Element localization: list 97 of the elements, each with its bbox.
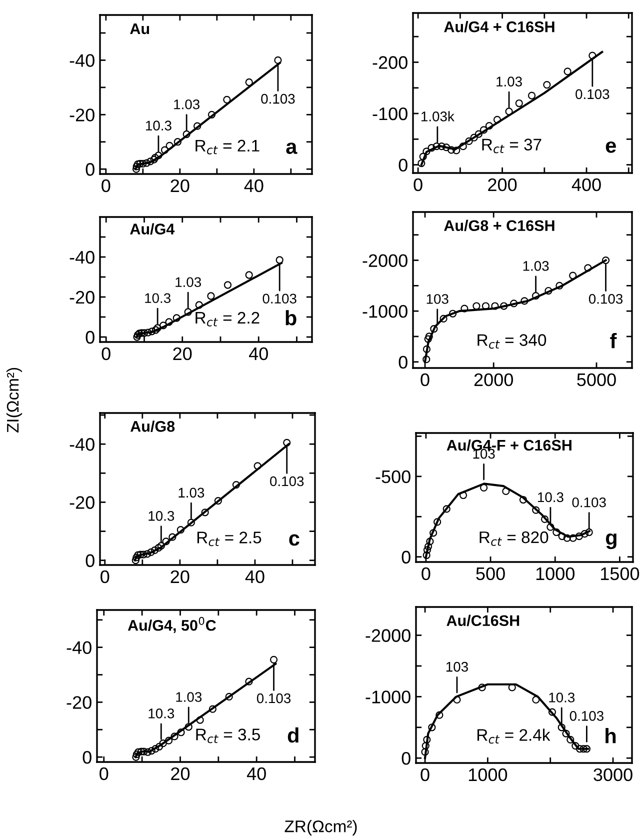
annotation: 10.3: [148, 511, 174, 521]
annotation: 1.03: [496, 76, 522, 86]
x-tick-label: 2000: [474, 373, 513, 386]
x-tick-label: 40: [245, 570, 264, 584]
y-tick-label: 0: [82, 750, 92, 764]
x-tick-label: 1000: [468, 768, 508, 782]
annotation: 10.3: [148, 708, 174, 718]
annotation: 10.3: [146, 120, 172, 131]
x-tick-label: 0: [420, 373, 430, 386]
annotation: 0.103: [262, 294, 296, 304]
annotation: f: [610, 332, 617, 348]
annotation: 103: [446, 662, 468, 672]
annotation: h: [606, 728, 616, 744]
y-tick-label: -40: [70, 250, 94, 264]
annotation: 0.103: [270, 476, 304, 486]
chart-title: Au/G4: [130, 223, 175, 235]
annotation: 1.03: [176, 692, 202, 702]
x-tick-label: 0: [100, 570, 110, 584]
x-tick-label: 20: [170, 179, 190, 192]
x-tick-label: 0: [102, 179, 110, 192]
annotation: 10.3: [145, 293, 170, 304]
x-tick-label: 0: [102, 347, 110, 360]
y-tick-label: -200: [372, 56, 408, 69]
x-tick-label: 1000: [536, 567, 574, 580]
annotation: R$_{ct}$ = 2.2: [196, 312, 260, 326]
annotation: R$_{ct}$ = 3.5: [196, 728, 260, 744]
annotation: 0.103: [261, 94, 295, 104]
x-tick-label: 20: [170, 570, 190, 584]
y-tick-label: -100: [372, 107, 408, 120]
chart-title: Au: [130, 24, 150, 34]
y-tick-label: -2000: [366, 629, 410, 642]
y-tick-label: -20: [66, 696, 92, 709]
annotation: b: [286, 310, 296, 326]
annotation: 1.03: [523, 261, 549, 271]
y-tick-label: -1000: [366, 690, 410, 704]
annotation: 10.3: [538, 492, 564, 502]
annotation: R$_{ct}$ = 37: [482, 138, 542, 154]
annotation: a: [286, 142, 298, 154]
y-tick-label: -40: [66, 641, 92, 654]
x-tick-label: 40: [248, 347, 268, 360]
annotation: R$_{ct}$ = 340: [478, 334, 546, 349]
x-tick-label: 1500: [600, 567, 640, 580]
y-tick-label: 0: [402, 550, 410, 564]
annotation: 103: [426, 294, 448, 304]
annotation: R$_{ct}$ = 820: [480, 531, 548, 546]
x-tick-label: 400: [572, 178, 601, 192]
annotation: 1.03: [176, 277, 201, 288]
x-tick-label: 200: [488, 178, 517, 192]
y-tick-label: 0: [398, 158, 408, 172]
chart-title: Au/G4-F + C16SH: [446, 439, 572, 451]
annotation: 10.3: [549, 692, 575, 702]
y-tick-label: 0: [86, 554, 94, 568]
y-tick-label: -20: [70, 496, 94, 509]
x-tick-label: 40: [246, 767, 266, 780]
y-tick-label: 0: [86, 330, 94, 344]
y-tick-label: -500: [376, 470, 410, 484]
chart-title: Au/C16SH: [446, 614, 520, 626]
x-tick-label: 20: [171, 767, 190, 780]
annotation: R$_{ct}$ = 2.4k: [477, 728, 550, 744]
annotation: e: [606, 141, 616, 153]
y-tick-label: -20: [70, 290, 94, 304]
y-tick-label: -2000: [362, 254, 408, 267]
chart-title: Au/G8: [130, 420, 175, 432]
y-tick-label: 0: [398, 356, 408, 369]
x-tick-label: 0: [414, 178, 422, 192]
x-tick-label: 3000: [594, 768, 632, 782]
annotation: R$_{ct}$ = 2.1: [196, 140, 260, 154]
x-tick-label: 0: [420, 768, 430, 782]
annotation: c: [289, 534, 300, 546]
chart-title: Au/G8 + C16SH: [444, 220, 554, 232]
annotation: g: [606, 533, 616, 550]
x-tick-label: 5000: [577, 373, 616, 386]
annotation: 1.03: [174, 99, 200, 110]
y-tick-label: 0: [402, 752, 410, 765]
x-tick-label: 500: [476, 567, 505, 580]
x-tick-label: 0: [422, 567, 430, 580]
annotation: 0.103: [570, 711, 604, 721]
y-tick-label: -40: [70, 438, 94, 451]
annotation: 0.103: [588, 294, 623, 304]
x-tick-label: 0: [100, 767, 108, 780]
y-tick-label: 0: [86, 163, 94, 176]
annotation: 1.03k: [422, 111, 454, 122]
y-axis-title: ZI(Ωcm²): [6, 368, 22, 433]
chart-title: Au/G4 + C16SH: [444, 21, 554, 32]
y-tick-label: -40: [70, 54, 94, 67]
annotation: R$_{ct}$ = 2.5: [197, 532, 262, 546]
y-tick-label: -20: [70, 108, 94, 122]
annotation: 0.103: [256, 693, 291, 704]
x-tick-label: 40: [244, 179, 264, 192]
annotation: 1.03: [178, 488, 204, 498]
x-axis-title: ZR(Ωcm²): [284, 820, 357, 836]
annotation: d: [288, 727, 298, 743]
annotation: 0.103: [572, 497, 606, 508]
y-tick-label: -1000: [362, 305, 408, 318]
x-tick-label: 20: [173, 347, 192, 360]
annotation: 0.103: [576, 89, 610, 100]
chart-title: Au/G4, 50$^{0}$C: [128, 616, 216, 634]
